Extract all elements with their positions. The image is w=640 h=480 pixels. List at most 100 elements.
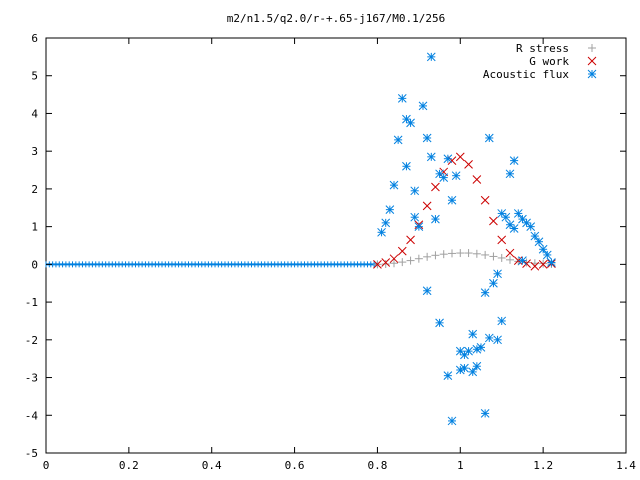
marker-stroke [587,69,597,79]
marker-stroke [538,244,548,254]
data-point [489,216,498,226]
data-point [472,249,481,258]
data-point [439,250,448,259]
y-tick-label: -5 [25,447,38,460]
marker-stroke [447,416,457,426]
data-point [385,205,395,215]
data-point [414,254,423,263]
data-point [410,186,420,196]
y-tick-label: -3 [25,372,38,385]
marker-stroke [497,316,507,326]
marker-stroke [443,371,453,381]
marker-stroke [522,259,531,268]
data-point [422,286,432,296]
data-point [468,329,478,339]
marker-stroke [480,288,490,298]
data-point [472,361,482,371]
data-point [397,246,407,256]
x-tick-label: 0.2 [119,459,139,472]
legend-label: R stress [516,42,569,55]
marker-stroke [489,216,498,226]
marker-stroke [397,94,407,103]
series-acoustic-flux [377,52,556,426]
data-point [526,222,536,231]
marker-stroke [381,218,391,228]
data-point [422,133,432,143]
legend-label: G work [529,55,569,68]
marker-stroke [530,231,540,241]
marker-stroke [480,409,490,418]
data-point [422,201,432,211]
data-point [472,175,482,184]
data-point [373,260,382,269]
data-point [497,253,506,262]
marker-stroke [587,56,597,66]
marker-stroke [414,222,424,231]
marker-stroke [489,278,498,288]
data-point [497,316,507,326]
data-point [377,227,386,237]
marker-stroke [472,175,482,184]
marker-stroke [468,367,478,377]
marker-stroke [505,248,515,258]
y-axis: -5 -4 -3 -2 -1 0 1 2 3 4 5 6 [25,32,626,460]
y-tick-label: 3 [31,145,38,158]
marker-stroke [426,152,436,162]
data-point [506,255,514,264]
marker-stroke [493,335,502,345]
marker-stroke [464,160,473,169]
data-point [423,252,432,261]
data-point [493,269,502,279]
data-point [464,160,473,169]
data-point [489,278,498,288]
data-point [381,258,391,267]
marker-stroke [406,235,415,245]
data-point [439,173,449,182]
data-point [493,335,502,345]
data-point [381,259,390,268]
marker-stroke [435,318,444,328]
y-tick-label: 4 [31,107,38,120]
data-point [451,171,461,181]
marker-stroke [393,135,403,145]
marker-stroke [422,286,432,296]
data-point [447,195,457,205]
y-tick-label: 0 [31,258,38,271]
data-point [547,258,556,267]
data-point [505,220,515,230]
data-point [426,52,436,62]
legend-marker [587,56,597,66]
data-point [447,416,457,426]
data-point [480,195,490,205]
y-tick-label: 5 [31,70,38,83]
marker-stroke [381,258,391,267]
legend-label: Acoustic flux [483,68,569,81]
marker-stroke [547,258,556,267]
marker-stroke [431,214,440,224]
data-point [443,154,453,164]
data-point [513,209,523,218]
data-point [455,365,465,375]
data-point [497,209,507,218]
marker-stroke [443,154,453,164]
marker-stroke [402,161,411,171]
data-point [398,258,407,267]
marker-stroke [505,169,515,179]
data-point [402,161,411,171]
marker-stroke [451,171,461,181]
marker-stroke [476,343,486,352]
legend-marker [587,69,597,79]
data-point [443,371,453,381]
marker-stroke [526,222,536,231]
chart-title: m2/n1.5/q2.0/r-+.65-j167/M0.1/256 [227,12,446,25]
marker-stroke [397,246,407,256]
data-point [518,256,527,265]
data-point [514,257,523,266]
marker-stroke [472,361,482,371]
marker-stroke [377,227,386,237]
data-point [455,152,465,162]
marker-stroke [505,220,515,230]
x-tick-label: 0.6 [285,459,305,472]
marker-stroke [410,212,420,222]
